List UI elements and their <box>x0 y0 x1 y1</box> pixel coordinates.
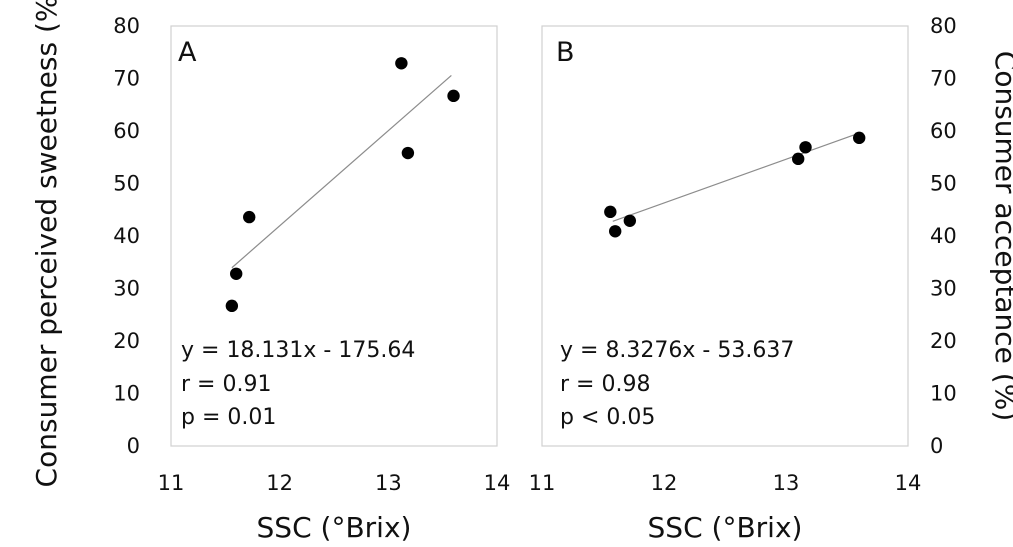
data-point <box>604 205 617 219</box>
regression-equation: y = 18.131x - 175.64 <box>181 338 415 363</box>
y-tick-labels: 0 10 20 30 40 50 60 70 80 <box>113 14 140 458</box>
y-tick-label: 0 <box>930 434 943 458</box>
y-tick-label: 60 <box>930 119 957 143</box>
regression-equation: y = 8.3276x - 53.637 <box>560 338 794 363</box>
data-point <box>853 131 866 145</box>
data-point <box>792 152 805 166</box>
plot-frame <box>541 25 909 447</box>
panel-b: 0 10 20 30 40 50 60 70 80 11 12 13 14 B y = 8.3276x… <box>529 14 1013 544</box>
y-tick-label: 50 <box>930 172 957 196</box>
y-tick-label: 60 <box>113 119 140 143</box>
correlation-r: r = 0.91 <box>181 372 271 397</box>
data-point <box>623 214 637 227</box>
panel-label: A <box>178 37 197 68</box>
x-tick-label: 12 <box>651 471 678 495</box>
y-tick-label: 30 <box>930 277 957 301</box>
y-axis-title: Consumer perceived sweetness (%) <box>30 0 63 487</box>
y-tick-labels: 0 10 20 30 40 50 60 70 80 <box>930 14 957 458</box>
trendline <box>231 75 452 269</box>
y-tick-label: 0 <box>127 434 140 458</box>
panel-label: B <box>556 37 575 68</box>
y-tick-label: 70 <box>113 67 140 91</box>
x-tick-label: 12 <box>266 471 293 495</box>
data-point <box>395 57 408 70</box>
y-axis-title: Consumer acceptance (%) <box>989 51 1013 421</box>
data-point <box>230 267 243 280</box>
data-point <box>447 89 460 103</box>
y-tick-label: 70 <box>930 67 957 91</box>
x-tick-label: 14 <box>484 471 511 495</box>
data-point <box>799 141 812 154</box>
data-point <box>609 225 622 238</box>
correlation-r: r = 0.98 <box>560 372 650 397</box>
p-value: p = 0.01 <box>181 405 276 430</box>
p-value: p < 0.05 <box>560 405 655 430</box>
y-tick-label: 30 <box>113 277 140 301</box>
data-point <box>401 146 415 160</box>
data-points <box>225 57 460 313</box>
y-tick-label: 10 <box>113 382 140 406</box>
y-tick-label: 80 <box>930 14 957 38</box>
panel-a: 0 10 20 30 40 50 60 70 80 11 12 13 14 A y = 18.131x… <box>30 0 510 544</box>
y-tick-label: 10 <box>930 382 957 406</box>
plot-frame <box>170 25 498 447</box>
y-tick-label: 20 <box>930 329 957 353</box>
x-axis-title: SSC (°Brix) <box>648 511 803 544</box>
y-tick-label: 50 <box>113 172 140 196</box>
x-tick-label: 11 <box>158 471 185 495</box>
data-points <box>604 131 866 238</box>
x-axis-title: SSC (°Brix) <box>257 511 412 544</box>
data-point <box>243 210 256 224</box>
x-tick-label: 13 <box>375 471 402 495</box>
y-tick-label: 40 <box>113 224 140 248</box>
data-point <box>225 299 239 313</box>
x-tick-labels: 11 12 13 14 <box>529 471 922 495</box>
x-tick-label: 14 <box>895 471 922 495</box>
x-tick-label: 11 <box>529 471 556 495</box>
y-tick-label: 20 <box>113 329 140 353</box>
y-tick-label: 40 <box>930 224 957 248</box>
x-tick-labels: 11 12 13 14 <box>158 471 511 495</box>
y-tick-label: 80 <box>113 14 140 38</box>
trendline <box>612 133 857 222</box>
x-tick-label: 13 <box>773 471 800 495</box>
